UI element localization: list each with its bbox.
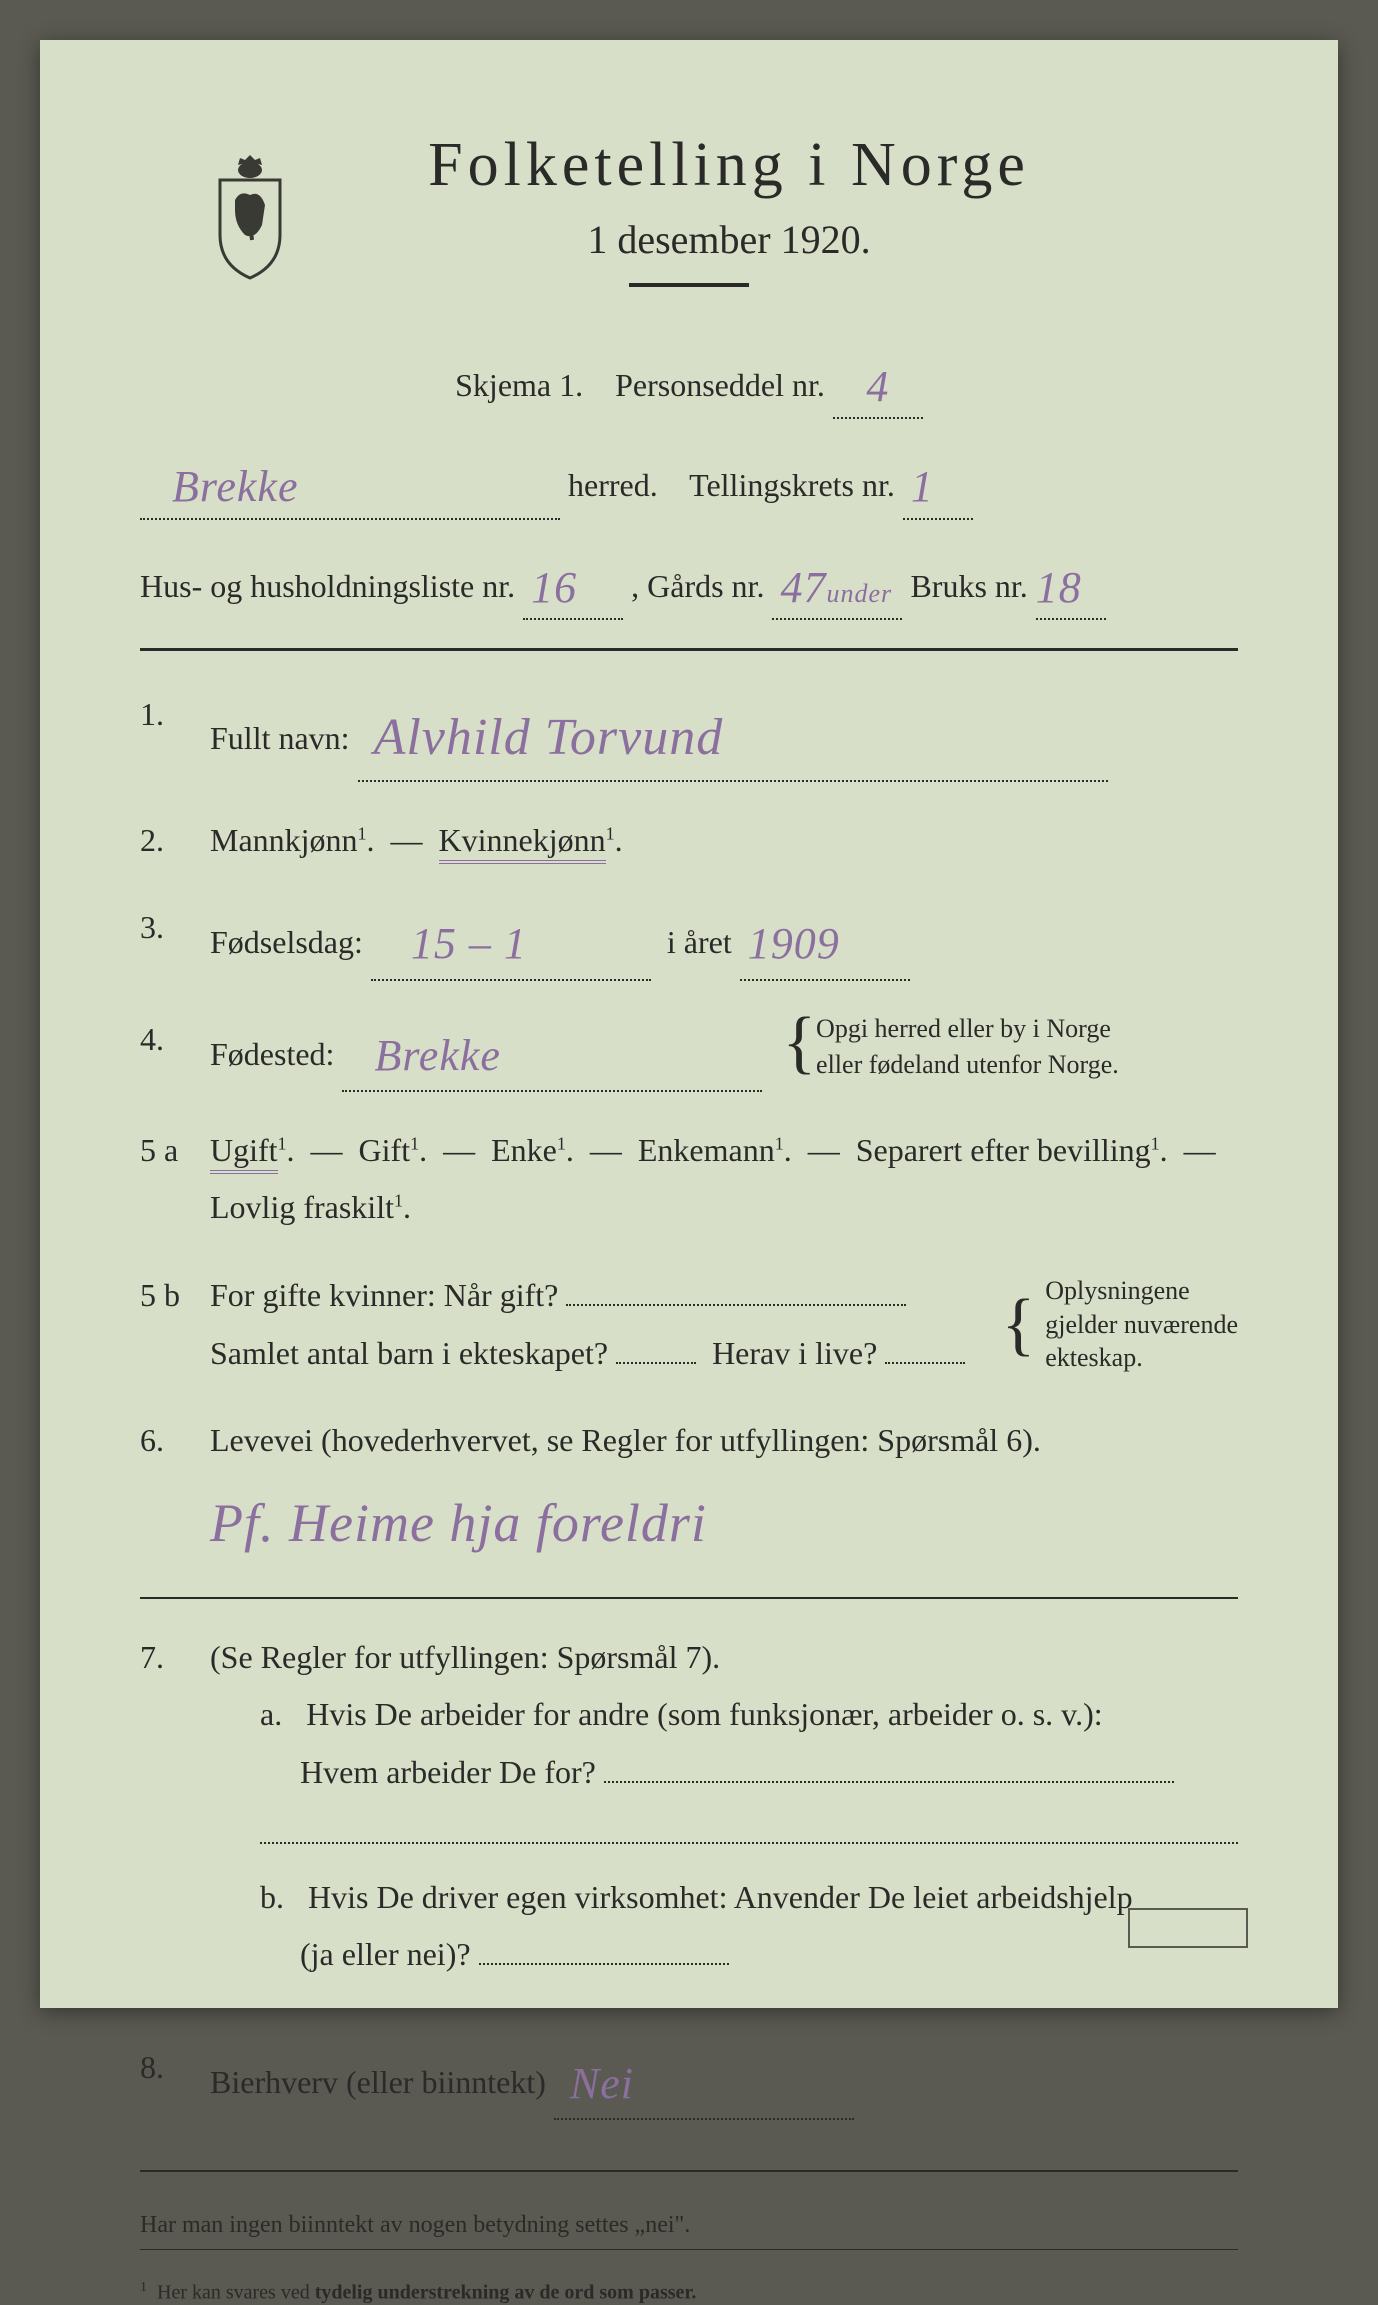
q5b-label-c: Herav i live? [712, 1335, 877, 1371]
q1-value: Alvhild Torvund [374, 709, 724, 766]
q7a-label: a. [260, 1696, 282, 1732]
q3-number: 3. [140, 899, 210, 980]
q7a-text1: Hvis De arbeider for andre (som funksjon… [306, 1696, 1102, 1732]
herred-label: herred. [568, 467, 658, 503]
question-1: 1. Fullt navn: Alvhild Torvund [140, 686, 1238, 782]
herred-line: Brekke herred. Tellingskrets nr. 1 [140, 447, 1238, 519]
skjema-label: Skjema 1. [455, 367, 583, 403]
gards-note: under [826, 579, 892, 608]
section-divider-2 [140, 1597, 1238, 1599]
question-7a: a. Hvis De arbeider for andre (som funks… [260, 1686, 1238, 1843]
q8-value: Nei [570, 2059, 634, 2108]
gards-label: , Gårds nr. [631, 568, 764, 604]
q5a-opt2: Gift [359, 1132, 411, 1168]
q5b-note-b: gjelder nuværende [1045, 1310, 1238, 1339]
q5a-opt5: Separert efter bevilling [856, 1132, 1151, 1168]
shield-svg [200, 150, 300, 280]
sup-1: 1 [358, 823, 367, 843]
q5b-label-a: For gifte kvinner: Når gift? [210, 1277, 558, 1313]
q4-note-a: Opgi herred eller by i Norge [816, 1014, 1111, 1043]
q4-number: 4. [140, 1011, 210, 1092]
document-date: 1 desember 1920. [220, 216, 1238, 263]
q5a-number: 5 a [140, 1122, 210, 1237]
question-7: 7. (Se Regler for utfyllingen: Spørsmål … [140, 1629, 1238, 2009]
question-6: 6. Levevei (hovederhvervet, se Regler fo… [140, 1412, 1238, 1567]
q6-label: Levevei (hovederhvervet, se Regler for u… [210, 1422, 1041, 1458]
q7a-text2: Hvem arbeider De for? [300, 1754, 596, 1790]
q2-number: 2. [140, 812, 210, 870]
q1-number: 1. [140, 686, 210, 782]
footnote-2: 1 Her kan svares ved tydelig understrekn… [140, 2280, 1238, 2305]
q5b-note-a: Oplysningene [1045, 1276, 1189, 1305]
section-divider-1 [140, 648, 1238, 651]
bruks-value: 18 [1036, 563, 1082, 612]
q7b-text1: Hvis De driver egen virksomhet: Anvender… [308, 1879, 1133, 1915]
q1-label: Fullt navn: [210, 720, 350, 756]
q7-label: (Se Regler for utfyllingen: Spørsmål 7). [210, 1639, 720, 1675]
q3-day: 15 – 1 [411, 919, 527, 968]
question-4: 4. Fødested: Brekke { Opgi herred eller … [140, 1011, 1238, 1092]
question-7b: b. Hvis De driver egen virksomhet: Anven… [260, 1869, 1238, 1984]
q6-value: Pf. Heime hja foreldri [210, 1493, 707, 1553]
q6-number: 6. [140, 1412, 210, 1567]
personseddel-label: Personseddel nr. [615, 367, 825, 403]
q5b-number: 5 b [140, 1267, 210, 1382]
bruks-label: Bruks nr. [910, 568, 1027, 604]
q5a-opt1: Ugift [210, 1132, 278, 1174]
hus-value: 16 [531, 563, 577, 612]
section-divider-4 [140, 2249, 1238, 2250]
question-8: 8. Bierhverv (eller biinntekt) Nei [140, 2039, 1238, 2120]
q8-number: 8. [140, 2039, 210, 2120]
q5b-label-b: Samlet antal barn i ekteskapet? [210, 1335, 608, 1371]
q3-label: Fødselsdag: [210, 924, 363, 960]
q7b-label: b. [260, 1879, 284, 1915]
tellingskrets-value: 1 [911, 462, 934, 511]
footnote-1: Har man ingen biinntekt av nogen betydni… [140, 2212, 1238, 2239]
brace-icon: { [782, 1011, 816, 1084]
hus-label: Hus- og husholdningsliste nr. [140, 568, 515, 604]
question-5b: 5 b For gifte kvinner: Når gift? Samlet … [140, 1267, 1238, 1382]
document-header: Folketelling i Norge 1 desember 1920. [140, 130, 1238, 287]
q7-number: 7. [140, 1629, 210, 2009]
coat-of-arms-icon [200, 150, 300, 280]
printers-stamp [1128, 1908, 1248, 1948]
q4-note-b: eller fødeland utenfor Norge. [816, 1050, 1119, 1079]
q2-option-b: Kvinnekjønn [439, 822, 606, 864]
question-2: 2. Mannkjønn1. — Kvinnekjønn1. [140, 812, 1238, 870]
personseddel-value: 4 [866, 362, 889, 411]
q4-label: Fødested: [210, 1036, 334, 1072]
q3-year: 1909 [748, 919, 840, 968]
q5a-opt4: Enkemann [638, 1132, 775, 1168]
section-divider-3 [140, 2170, 1238, 2172]
document-title: Folketelling i Norge [220, 130, 1238, 201]
question-3: 3. Fødselsdag: 15 – 1 i året 1909 [140, 899, 1238, 980]
census-form-document: Folketelling i Norge 1 desember 1920. Sk… [40, 40, 1338, 2008]
brace-icon-2: { [1002, 1293, 1036, 1356]
q7b-text2: (ja eller nei)? [300, 1936, 471, 1972]
tellingskrets-label: Tellingskrets nr. [689, 467, 895, 503]
form-id-line: Skjema 1. Personseddel nr. 4 [140, 347, 1238, 419]
sup-2: 1 [606, 823, 615, 843]
q5a-opt6: Lovlig fraskilt [210, 1189, 394, 1225]
hus-line: Hus- og husholdningsliste nr. 16 , Gårds… [140, 548, 1238, 620]
q5a-opt3: Enke [491, 1132, 557, 1168]
gards-value: 47 [780, 563, 826, 612]
q5b-note-c: ekteskap. [1045, 1343, 1142, 1372]
fn2-num: 1 [140, 2280, 147, 2295]
q3-year-label: i året [667, 924, 732, 960]
header-divider [629, 283, 749, 287]
q8-label: Bierhverv (eller biinntekt) [210, 2064, 546, 2100]
q2-option-a: Mannkjønn [210, 822, 358, 858]
question-5a: 5 a Ugift1. — Gift1. — Enke1. — Enkemann… [140, 1122, 1238, 1237]
herred-value: Brekke [172, 462, 298, 511]
q4-value: Brekke [374, 1031, 500, 1080]
